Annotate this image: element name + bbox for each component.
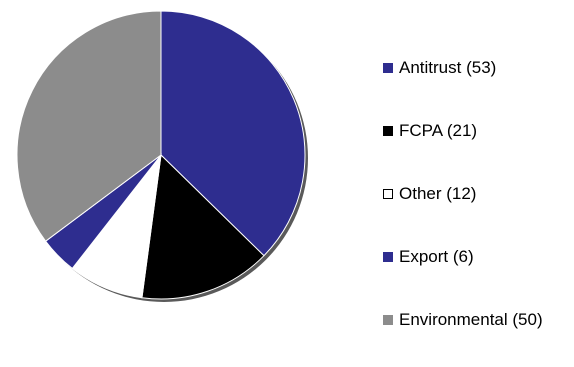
pie-slice-fcpa [141,153,265,300]
pie-chart: Antitrust (53) FCPA (21) Other (12) Expo… [16,10,543,329]
legend-label-antitrust: Antitrust (53) [399,58,497,77]
legend-label-export: Export (6) [399,247,474,266]
legend: Antitrust (53) FCPA (21) Other (12) Expo… [383,52,573,367]
legend-item-antitrust: Antitrust (53) [383,52,573,84]
legend-swatch-fcpa [383,126,393,136]
legend-item-other: Other (12) [383,178,573,210]
pie-slice-environmental [16,10,162,242]
pie-slice-antitrust [160,10,306,257]
legend-label-fcpa: FCPA (21) [399,121,478,140]
legend-swatch-export [383,252,393,262]
legend-swatch-other [383,189,393,199]
legend-item-fcpa: FCPA (21) [383,115,573,147]
legend-swatch-antitrust [383,63,393,73]
legend-item-environmental: Environmental (50) [383,304,573,336]
legend-label-other: Other (12) [399,184,477,203]
legend-swatch-environmental [383,315,393,325]
legend-label-environmental: Environmental (50) [399,310,543,329]
pie-plot-area [16,10,308,302]
legend-item-export: Export (6) [383,241,573,273]
